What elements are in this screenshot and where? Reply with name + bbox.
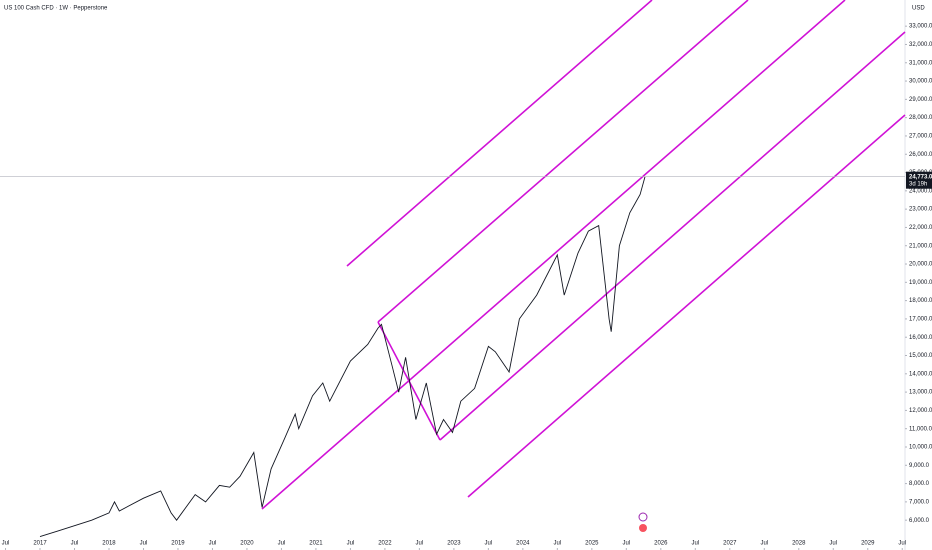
y-tick-label: 12,000.0 xyxy=(909,408,932,414)
y-tick-label: 7,000.0 xyxy=(909,499,930,505)
y-tick-label: 30,000.0 xyxy=(909,79,932,85)
y-tick-label: 15,000.0 xyxy=(909,353,932,359)
y-tick-label: 29,000.0 xyxy=(909,97,932,103)
chart-title: US 100 Cash CFD · 1W · Pepperstone xyxy=(4,6,108,12)
y-tick-label: 8,000.0 xyxy=(909,481,930,487)
x-tick-label: Jul xyxy=(209,541,217,547)
y-tick-label: 22,000.0 xyxy=(909,225,932,231)
x-tick-label: Jul xyxy=(898,541,906,547)
event-icon xyxy=(638,512,648,522)
y-tick-label: 17,000.0 xyxy=(909,316,932,322)
price-line xyxy=(39,176,646,538)
channel-line xyxy=(467,114,906,498)
x-tick-label: 2027 xyxy=(723,541,737,547)
x-tick-label: Jul xyxy=(416,541,424,547)
y-tick-label: 18,000.0 xyxy=(909,298,932,304)
last-price-box xyxy=(906,171,932,189)
x-tick-label: Jul xyxy=(691,541,699,547)
x-tick-label: 2022 xyxy=(378,541,392,547)
x-tick-label: 2029 xyxy=(861,541,875,547)
y-tick-label: 6,000.0 xyxy=(909,518,930,524)
y-tick-label: 16,000.0 xyxy=(909,335,932,341)
y-tick-label: 27,000.0 xyxy=(909,134,932,140)
x-tick-label: Jul xyxy=(554,541,562,547)
x-tick-label: 2020 xyxy=(240,541,254,547)
y-tick-label: 31,000.0 xyxy=(909,60,932,66)
x-tick-label: Jul xyxy=(485,541,493,547)
channel-line xyxy=(439,31,906,441)
x-tick-label: Jul xyxy=(760,541,768,547)
x-tick-label: Jul xyxy=(622,541,630,547)
last-price-label: 24,773.0 xyxy=(909,174,932,180)
event-icon xyxy=(639,524,647,532)
x-tick-label: 2024 xyxy=(516,541,530,547)
x-tick-label: 2021 xyxy=(309,541,323,547)
countdown-label: 3d 19h xyxy=(909,181,927,187)
x-tick-label: 2018 xyxy=(102,541,116,547)
y-tick-label: 23,000.0 xyxy=(909,207,932,213)
x-tick-label: 2025 xyxy=(585,541,599,547)
y-tick-label: 26,000.0 xyxy=(909,152,932,158)
y-tick-label: 24,000.0 xyxy=(909,188,932,194)
channel-line xyxy=(346,0,653,267)
y-tick-label: 20,000.0 xyxy=(909,262,932,268)
channel-line xyxy=(261,0,846,510)
x-tick-label: Jul xyxy=(829,541,837,547)
channel-line xyxy=(377,0,749,323)
pitchfork-drawing xyxy=(261,0,906,510)
y-tick-label: 19,000.0 xyxy=(909,280,932,286)
x-tick-label: 2028 xyxy=(792,541,806,547)
x-tick-label: Jul xyxy=(2,541,10,547)
x-tick-label: 2023 xyxy=(447,541,461,547)
x-tick-label: Jul xyxy=(140,541,148,547)
y-tick-label: 14,000.0 xyxy=(909,371,932,377)
x-tick-label: 2019 xyxy=(171,541,185,547)
x-tick-label: Jul xyxy=(347,541,355,547)
y-tick-label: 28,000.0 xyxy=(909,115,932,121)
y-tick-label: 13,000.0 xyxy=(909,390,932,396)
x-tick-label: Jul xyxy=(71,541,79,547)
x-tick-label: Jul xyxy=(278,541,286,547)
x-tick-label: 2017 xyxy=(33,541,47,547)
x-tick-label: 2026 xyxy=(654,541,668,547)
y-tick-label: 9,000.0 xyxy=(909,463,930,469)
event-icons xyxy=(638,512,648,532)
y-tick-label: 21,000.0 xyxy=(909,243,932,249)
currency-label: USD xyxy=(912,6,925,12)
y-tick-label: 11,000.0 xyxy=(909,426,932,432)
channel-line xyxy=(377,321,441,441)
y-tick-label: 33,000.0 xyxy=(909,24,932,30)
y-tick-label: 32,000.0 xyxy=(909,42,932,48)
y-tick-label: 10,000.0 xyxy=(909,445,932,451)
